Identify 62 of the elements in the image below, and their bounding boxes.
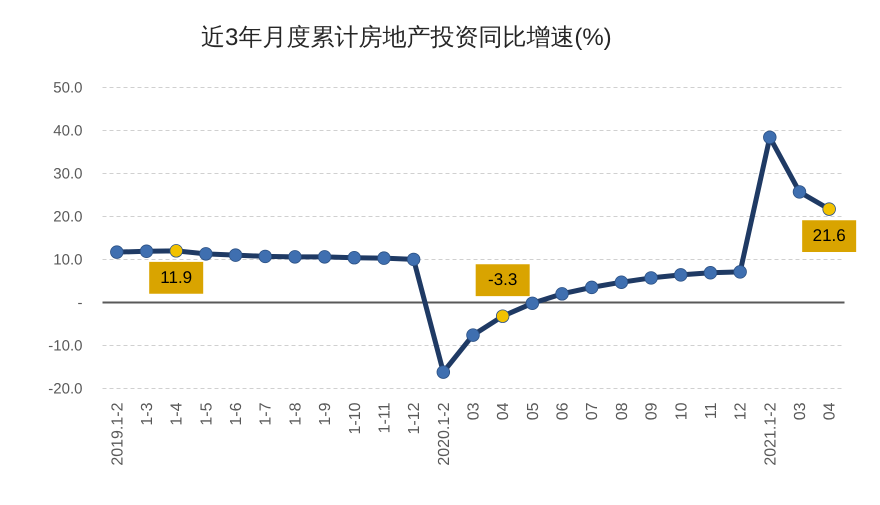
x-tick-label: 03: [792, 402, 809, 420]
x-tick-label: 2019.1-2: [109, 402, 126, 466]
x-tick-label: 04: [495, 402, 512, 420]
point: [644, 271, 658, 285]
point: [822, 202, 836, 216]
y-tick-label: -: [78, 294, 82, 312]
point: [406, 252, 420, 266]
point: [199, 247, 213, 261]
y-tick-label: 40.0: [53, 122, 82, 140]
point: [614, 276, 628, 289]
x-tick-label: 11: [702, 402, 720, 420]
x-tick-label: 12: [732, 402, 750, 420]
x-tick-label: 1-11: [376, 402, 394, 434]
y-tick-label: -10.0: [48, 338, 82, 354]
x-tick-label: 1-3: [139, 402, 156, 426]
x-tick-label: 1-4: [168, 402, 186, 426]
point: [584, 280, 598, 294]
y-tick-label: -20.0: [48, 380, 82, 398]
point: [228, 248, 242, 262]
x-tick-label: 1-6: [228, 402, 246, 426]
point: [436, 365, 450, 379]
x-tick-label: 1-5: [198, 402, 216, 426]
point: [466, 328, 480, 342]
point: [288, 250, 302, 264]
point: [792, 185, 806, 199]
point: [140, 244, 154, 258]
x-tick-label: 03: [466, 402, 482, 420]
data-label: 11.9: [160, 268, 192, 287]
x-tick-label: 1-12: [406, 402, 424, 435]
chart-title: 近3年月度累计房地产投资同比增速(%): [201, 24, 612, 51]
y-tick-label: 20.0: [53, 208, 82, 226]
point: [377, 251, 391, 265]
x-tick-label: 1-10: [346, 402, 364, 435]
x-tick-label: 04: [822, 402, 839, 420]
point: [496, 309, 510, 323]
x-tick-label: 2021.1-2: [762, 402, 780, 466]
y-tick-label: 10.0: [53, 252, 82, 268]
point: [110, 245, 124, 259]
point: [169, 244, 183, 258]
x-tick-label: 06: [554, 402, 572, 420]
data-label: 21.6: [812, 226, 846, 246]
x-tick-label: 2020.1-2: [436, 402, 453, 466]
point: [258, 250, 272, 264]
y-tick-label: 50.0: [53, 80, 82, 96]
x-tick-label: 05: [524, 402, 542, 420]
x-tick-label: 09: [644, 402, 661, 420]
point: [318, 250, 332, 264]
x-tick-label: 08: [614, 402, 631, 420]
x-tick-label: 1-7: [258, 402, 275, 426]
x-tick-label: 07: [584, 402, 602, 420]
point: [555, 287, 569, 301]
x-tick-label: 10: [673, 402, 690, 420]
x-tick-label: 1-9: [317, 402, 334, 426]
point: [763, 130, 777, 144]
point: [733, 265, 747, 279]
y-tick-label: 30.0: [53, 166, 82, 182]
x-tick-label: 1-8: [287, 402, 304, 426]
data-label: -3.3: [488, 270, 518, 290]
point: [348, 250, 362, 264]
point: [704, 266, 718, 280]
point: [526, 296, 540, 310]
point: [674, 268, 688, 282]
